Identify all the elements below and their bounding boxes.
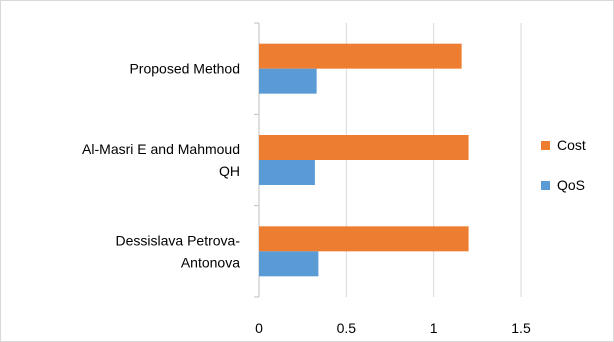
- bar-qos: [259, 160, 315, 185]
- x-tick-labels: 0 0.5 1 1.5: [255, 320, 531, 336]
- bar-qos: [259, 68, 317, 94]
- category-label-line: Al-Masri E and Mahmoud: [82, 141, 240, 157]
- category-label: Al-Masri E and Mahmoud QH: [82, 141, 240, 179]
- category-label-line: Dessislava Petrova-: [116, 232, 241, 248]
- legend-label-cost: Cost: [557, 137, 586, 153]
- category-labels: Dessislava Petrova- Antonova Al-Masri E an…: [82, 61, 240, 271]
- category-label-line: Antonova: [181, 254, 240, 270]
- category-label-line: QH: [219, 163, 240, 179]
- x-tick-label: 0: [255, 320, 263, 336]
- legend-label-qos: QoS: [557, 177, 585, 193]
- category-label: Proposed Method: [129, 61, 240, 77]
- category-axis: [254, 22, 260, 298]
- bar-cost: [259, 135, 469, 160]
- legend-swatch-qos: [541, 181, 550, 190]
- category-label: Dessislava Petrova- Antonova: [116, 232, 241, 270]
- legend: Cost QoS: [541, 137, 586, 193]
- legend-swatch-cost: [541, 141, 550, 150]
- bar-cost: [259, 226, 469, 252]
- x-tick-label: 1: [430, 320, 438, 336]
- x-tick-label: 1.5: [511, 320, 531, 336]
- x-tick-label: 0.5: [337, 320, 357, 336]
- category-label-line: Proposed Method: [129, 61, 240, 77]
- bars: [259, 43, 469, 277]
- bar-cost: [259, 43, 462, 69]
- bar-qos: [259, 251, 319, 277]
